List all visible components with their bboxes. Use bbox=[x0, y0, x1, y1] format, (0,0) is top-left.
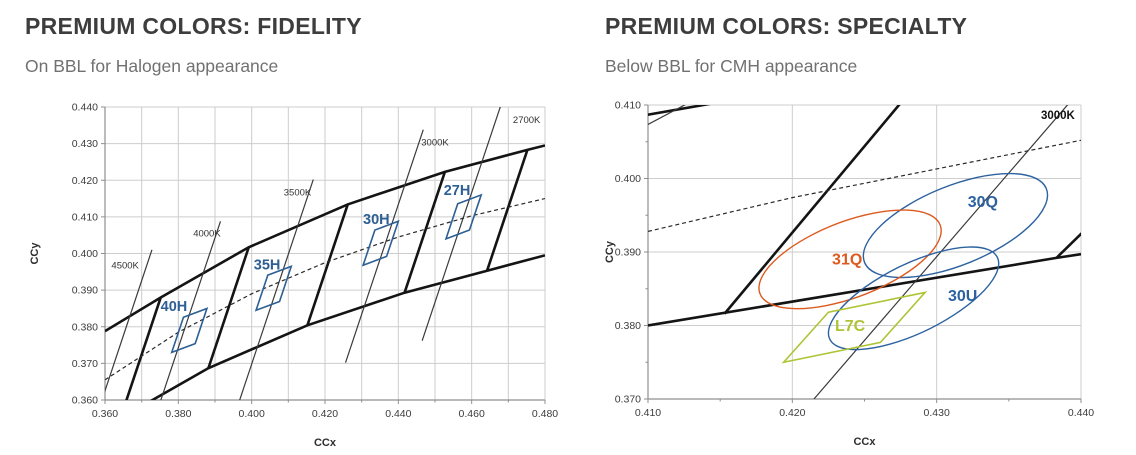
isotherm-line bbox=[105, 249, 153, 393]
plot-content bbox=[648, 105, 1082, 399]
isotherm-label-3000K: 3000K bbox=[1041, 110, 1076, 122]
y-tick-label: 0.400 bbox=[615, 173, 641, 185]
product-label-31Q: 31Q bbox=[832, 251, 862, 268]
isotherm-label-3000K: 3000K bbox=[421, 137, 449, 148]
product-region-30H bbox=[361, 219, 400, 267]
product-label-30U: 30U bbox=[948, 288, 977, 305]
isotherm-line bbox=[648, 105, 686, 126]
y-tick-label: 0.360 bbox=[72, 395, 98, 407]
bin-divider bbox=[485, 149, 529, 272]
bin-divider bbox=[207, 246, 250, 369]
grid-layer bbox=[104, 106, 546, 401]
isotherm-line bbox=[344, 129, 424, 363]
product-region-L7C bbox=[781, 291, 928, 364]
x-tick-label: 0.460 bbox=[459, 408, 485, 420]
bin-boundary-line bbox=[723, 105, 901, 315]
bbl-dashed-line bbox=[648, 139, 1081, 233]
isotherm-label-2700K: 2700K bbox=[513, 115, 541, 126]
product-label-27H: 27H bbox=[444, 183, 471, 199]
isotherm-label-3500K: 3500K bbox=[284, 187, 312, 198]
x-tick-label: 0.420 bbox=[779, 407, 805, 419]
specialty-chart-title: PREMIUM COLORS: SPECIALTY bbox=[605, 13, 968, 39]
y-axis-title: CCy bbox=[29, 242, 41, 265]
x-tick-label: 0.400 bbox=[239, 408, 265, 420]
product-region-30U bbox=[798, 233, 1029, 363]
y-tick-label: 0.370 bbox=[72, 358, 98, 370]
x-axis-title: CCx bbox=[853, 436, 876, 448]
x-tick-label: 0.440 bbox=[385, 408, 411, 420]
y-tick-label: 0.370 bbox=[615, 394, 641, 406]
bin-divider bbox=[306, 204, 349, 326]
isotherm-line bbox=[421, 107, 501, 341]
y-axis-title: CCy bbox=[604, 240, 616, 263]
x-tick-label: 0.410 bbox=[635, 407, 661, 419]
product-label-35H: 35H bbox=[254, 257, 281, 273]
y-tick-label: 0.410 bbox=[72, 211, 98, 223]
specialty-chart: 0.410 0.420 0.430 0.440 0.370 0.380 0.390 0.400… bbox=[604, 100, 1094, 449]
product-region-40H bbox=[170, 307, 209, 354]
product-region-35H bbox=[254, 264, 293, 312]
y-tick-label: 0.410 bbox=[615, 100, 641, 112]
x-tick-label: 0.430 bbox=[924, 407, 950, 419]
x-tick-label: 0.420 bbox=[312, 408, 338, 420]
isotherm-label-4000K: 4000K bbox=[193, 228, 221, 239]
x-tick-label: 0.440 bbox=[1068, 407, 1094, 419]
isotherm-line bbox=[239, 179, 314, 400]
isotherm-label-4500K: 4500K bbox=[111, 261, 139, 272]
grid-layer bbox=[647, 104, 1082, 400]
x-tick-label: 0.360 bbox=[92, 408, 118, 420]
isotherm-line bbox=[160, 221, 222, 400]
y-tick-label: 0.390 bbox=[72, 285, 98, 297]
fidelity-chart-title: PREMIUM COLORS: FIDELITY bbox=[25, 13, 362, 39]
product-label-30H: 30H bbox=[363, 212, 390, 228]
specialty-chart-subtitle: Below BBL for CMH appearance bbox=[605, 56, 858, 76]
product-region-31Q bbox=[726, 194, 974, 325]
y-tick-label: 0.380 bbox=[72, 321, 98, 333]
y-tick-label: 0.430 bbox=[72, 138, 98, 150]
y-tick-label: 0.400 bbox=[72, 248, 98, 260]
plot-content bbox=[105, 107, 545, 400]
y-tick-label: 0.420 bbox=[72, 175, 98, 187]
product-region-27H bbox=[444, 193, 483, 241]
isotherm-line bbox=[813, 105, 1069, 399]
x-tick-label: 0.480 bbox=[532, 408, 558, 420]
fidelity-chart-subtitle: On BBL for Halogen appearance bbox=[25, 56, 279, 76]
fidelity-chart: 0.360 0.380 0.400 0.420 0.440 0.460 0.480 0.360… bbox=[29, 102, 558, 450]
y-tick-label: 0.440 bbox=[72, 102, 98, 114]
product-label-30Q: 30Q bbox=[968, 194, 998, 211]
y-tick-label: 0.390 bbox=[615, 247, 641, 259]
product-label-L7C: L7C bbox=[835, 318, 866, 335]
bin-boundary-line bbox=[1055, 232, 1081, 259]
bin-divider bbox=[403, 171, 447, 294]
bin-boundary-line bbox=[648, 252, 1081, 327]
x-axis-title: CCx bbox=[314, 437, 337, 449]
bin-divider bbox=[125, 297, 162, 400]
product-region-30Q bbox=[829, 157, 1082, 293]
x-tick-label: 0.380 bbox=[165, 408, 191, 420]
y-tick-label: 0.380 bbox=[615, 320, 641, 332]
bin-boundary-line bbox=[648, 105, 711, 116]
product-label-40H: 40H bbox=[161, 299, 188, 315]
